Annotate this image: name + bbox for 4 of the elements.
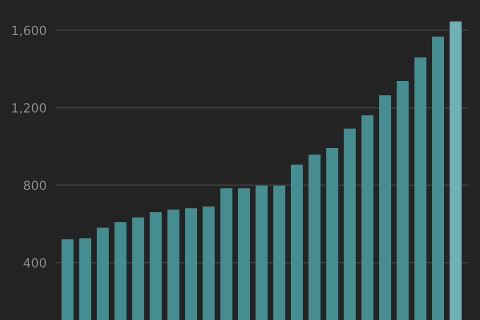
y-tick-label: 400 bbox=[24, 258, 46, 268]
y-tick-label: 1,600 bbox=[12, 26, 46, 36]
y-tick-label: 1,200 bbox=[12, 103, 46, 114]
y-tick-label: 800 bbox=[24, 180, 46, 190]
